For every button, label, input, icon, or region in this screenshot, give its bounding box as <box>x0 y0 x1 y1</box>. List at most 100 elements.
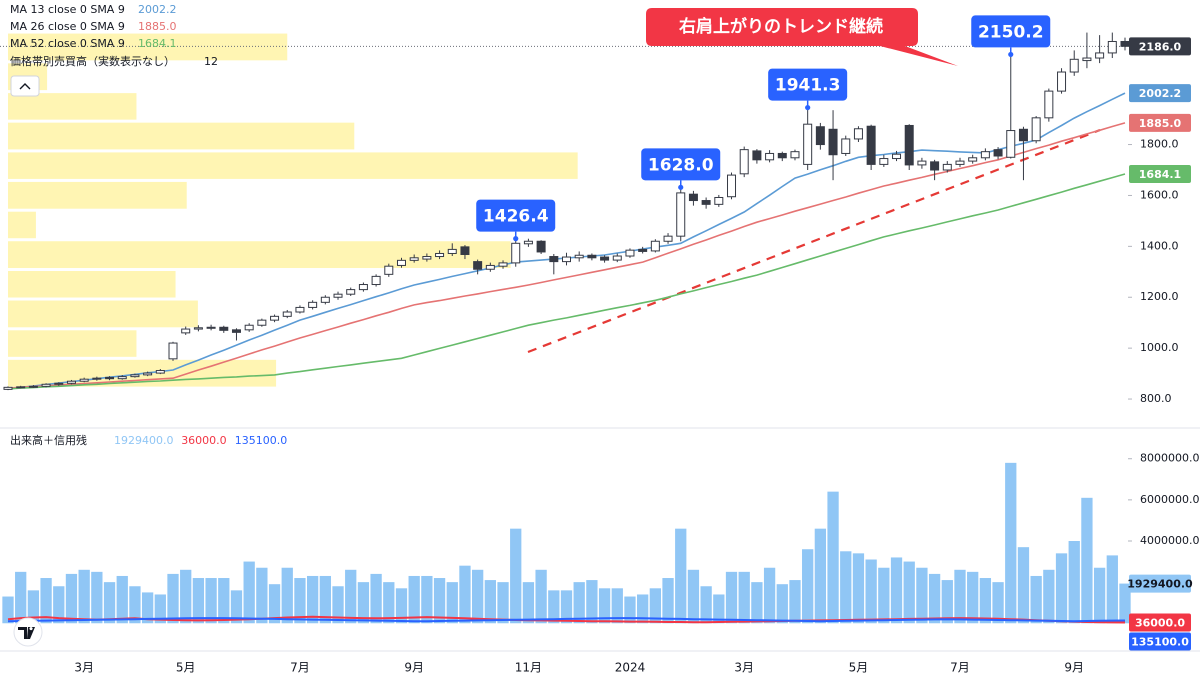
y-tick-label: 1600.0 <box>1140 188 1179 201</box>
candle-body <box>498 262 508 267</box>
x-tick-label: 7月 <box>950 661 970 675</box>
axis-value-label: 36000.0 <box>1135 617 1185 630</box>
candle-body <box>1107 40 1117 54</box>
candle-body <box>282 311 292 317</box>
candle-body <box>980 151 990 159</box>
candle-body <box>587 254 597 259</box>
x-tick-label: 9月 <box>1064 661 1084 675</box>
candle-body <box>917 160 927 166</box>
candle-body <box>105 376 115 380</box>
candle-body <box>650 240 660 252</box>
candle-body <box>244 324 254 331</box>
volume-bar <box>192 578 205 624</box>
volume-bar <box>700 586 712 624</box>
candle-body <box>422 256 432 260</box>
volume-bar <box>1017 547 1030 624</box>
volume-bar <box>332 586 344 624</box>
candle-body <box>688 193 698 202</box>
candle-body <box>3 386 13 390</box>
axis-value-label: 2186.0 <box>1139 40 1182 53</box>
trend-line <box>527 128 1101 354</box>
volume-bar <box>687 569 700 624</box>
volume-bar <box>370 573 382 624</box>
volume-bar <box>510 528 522 624</box>
y-tick-label: 800.0 <box>1140 392 1172 405</box>
volume-bar <box>345 569 357 624</box>
volume-bar <box>878 567 890 624</box>
candle-body <box>79 378 89 382</box>
volume-bar <box>713 594 725 624</box>
candle-body <box>625 249 635 257</box>
candle-body <box>701 200 711 205</box>
y-tick-label: 1800.0 <box>1140 138 1179 151</box>
candle-body <box>841 138 851 154</box>
volume-bar <box>497 582 509 624</box>
y-tick-label: 6000000.0 <box>1140 493 1200 506</box>
volume-bar <box>319 575 331 624</box>
volume-profile-bar <box>8 211 36 239</box>
volume-bar <box>586 580 598 624</box>
annotation-text: 右肩上がりのトレンド継続 <box>679 16 883 37</box>
candle-body <box>676 192 686 237</box>
axis-value-box <box>1129 632 1191 651</box>
volume-bar <box>852 553 865 624</box>
candle-body <box>384 265 394 275</box>
volume-legend-value: 135100.0 <box>235 434 287 447</box>
frame-layer <box>0 128 1200 652</box>
volume-profile-bar <box>8 271 176 298</box>
y-tick-label: 1200.0 <box>1140 290 1179 303</box>
axis-value-label: 1684.1 <box>1139 168 1181 181</box>
volume-bar <box>27 590 40 624</box>
volume-bar <box>763 567 776 624</box>
labels-layer: 右肩上がりのトレンド継続 価格帯別売買高（実数表示なし） 12 1426.4 1628… <box>10 3 1200 675</box>
credit-line <box>7 617 1126 623</box>
x-tick-label: 3月 <box>734 661 754 675</box>
volume-profile-bar <box>8 300 198 328</box>
volume-profile-bar <box>8 181 187 209</box>
ma-line <box>7 122 1126 389</box>
collapse-button[interactable] <box>10 75 40 97</box>
x-tick-label: 9月 <box>404 661 424 675</box>
candle-body <box>663 235 673 242</box>
volume-bar <box>230 590 243 624</box>
candle-body <box>143 372 153 376</box>
volume-bar <box>611 588 623 624</box>
candle-body <box>473 261 483 270</box>
marks-layer <box>0 32 1131 624</box>
candle-body <box>1031 117 1041 142</box>
candle-body <box>333 293 343 298</box>
candle-body <box>574 254 584 259</box>
volume-bar <box>281 567 293 624</box>
candle-body <box>460 246 470 255</box>
callout-box <box>768 68 848 101</box>
candle-body <box>66 380 76 384</box>
volume-bar <box>218 578 230 624</box>
volume-bar <box>40 578 52 624</box>
candle-body <box>955 160 965 165</box>
volume-bar <box>472 569 484 624</box>
volume-bar <box>15 571 27 624</box>
ma-line <box>7 173 1126 390</box>
candle-body <box>447 248 457 254</box>
volume-bar <box>357 582 370 624</box>
callout-box <box>971 15 1051 48</box>
axis-value-label: 135100.0 <box>1131 636 1189 649</box>
candle-body <box>16 386 26 389</box>
legend-value: 1684.1 <box>138 37 177 50</box>
candle-body <box>130 374 140 378</box>
candle-body <box>358 284 368 291</box>
candle-body <box>1069 58 1079 73</box>
y-tick-label: 1400.0 <box>1140 239 1179 252</box>
volume-bar <box>306 575 319 624</box>
volume-bar <box>725 571 738 624</box>
y-tick-label: 8000000.0 <box>1140 452 1200 465</box>
candle-body <box>536 240 546 253</box>
candle-body <box>879 158 889 165</box>
candle-body <box>562 256 571 263</box>
volume-bar <box>637 594 649 624</box>
candle-body <box>765 152 775 161</box>
volume-bar <box>675 528 687 624</box>
volume-bar <box>256 567 268 624</box>
volume-legend-title: 出来高＋信用残 <box>10 433 87 447</box>
volume-bar <box>865 559 877 624</box>
